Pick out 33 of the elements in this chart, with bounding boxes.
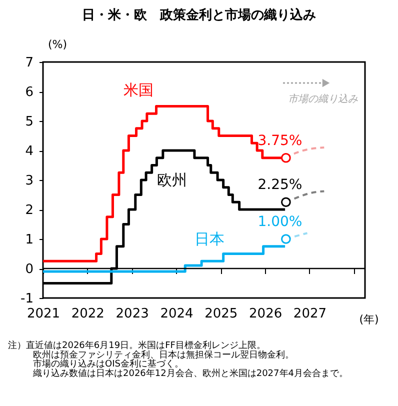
y-tick-label: -1 — [20, 292, 34, 306]
data-label: 2.25% — [258, 177, 302, 194]
y-tick-label: 2 — [25, 203, 34, 218]
y-tick-label: 7 — [25, 56, 34, 70]
y-tick-label: 4 — [25, 144, 34, 159]
annotation: 市場の織り込み — [288, 93, 358, 105]
x-axis-title: (年) — [359, 313, 379, 326]
y-tick-label: 0 — [25, 262, 34, 277]
text: 欧州は預金ファシリティ金利、日本は無担保コール翌日物金利。 — [33, 349, 294, 360]
point — [281, 234, 291, 244]
x-tick-label: 2022 — [71, 306, 104, 322]
series-label: 米国 — [123, 81, 154, 100]
y-tick-label: 6 — [25, 85, 34, 100]
series-label: 欧州 — [156, 171, 187, 189]
y-axis-title: (%) — [48, 38, 68, 51]
text: 織り込み数値は日本は2026年12月会合、欧州と米国は2027年4月会合まで。 — [32, 368, 348, 379]
y-tick-label: 1 — [25, 232, 34, 248]
x-tick-label: 2021 — [26, 306, 60, 322]
text: 注）直近値は2026年6月19日。米国はFF目標金利レンジ上限。 — [8, 340, 266, 351]
point — [281, 197, 291, 208]
y-tick-label: 3 — [25, 174, 34, 188]
x-tick-label: 2025 — [204, 306, 238, 322]
y-tick-label: 5 — [25, 114, 34, 130]
point — [281, 152, 291, 163]
text: 市場の織り込みはOIS金利に基づく。 — [33, 358, 184, 370]
data-label: 3.75% — [258, 132, 302, 149]
series-label: 日本 — [194, 230, 225, 248]
chart-title: 日・米・欧 政策金利と市場の織り込み — [82, 7, 316, 23]
x-tick-label: 2027 — [293, 306, 327, 322]
x-tick-label: 2024 — [160, 306, 194, 322]
x-tick-label: 2026 — [249, 306, 282, 322]
x-tick-label: 2023 — [116, 306, 149, 322]
data-label: 1.00% — [258, 214, 302, 230]
